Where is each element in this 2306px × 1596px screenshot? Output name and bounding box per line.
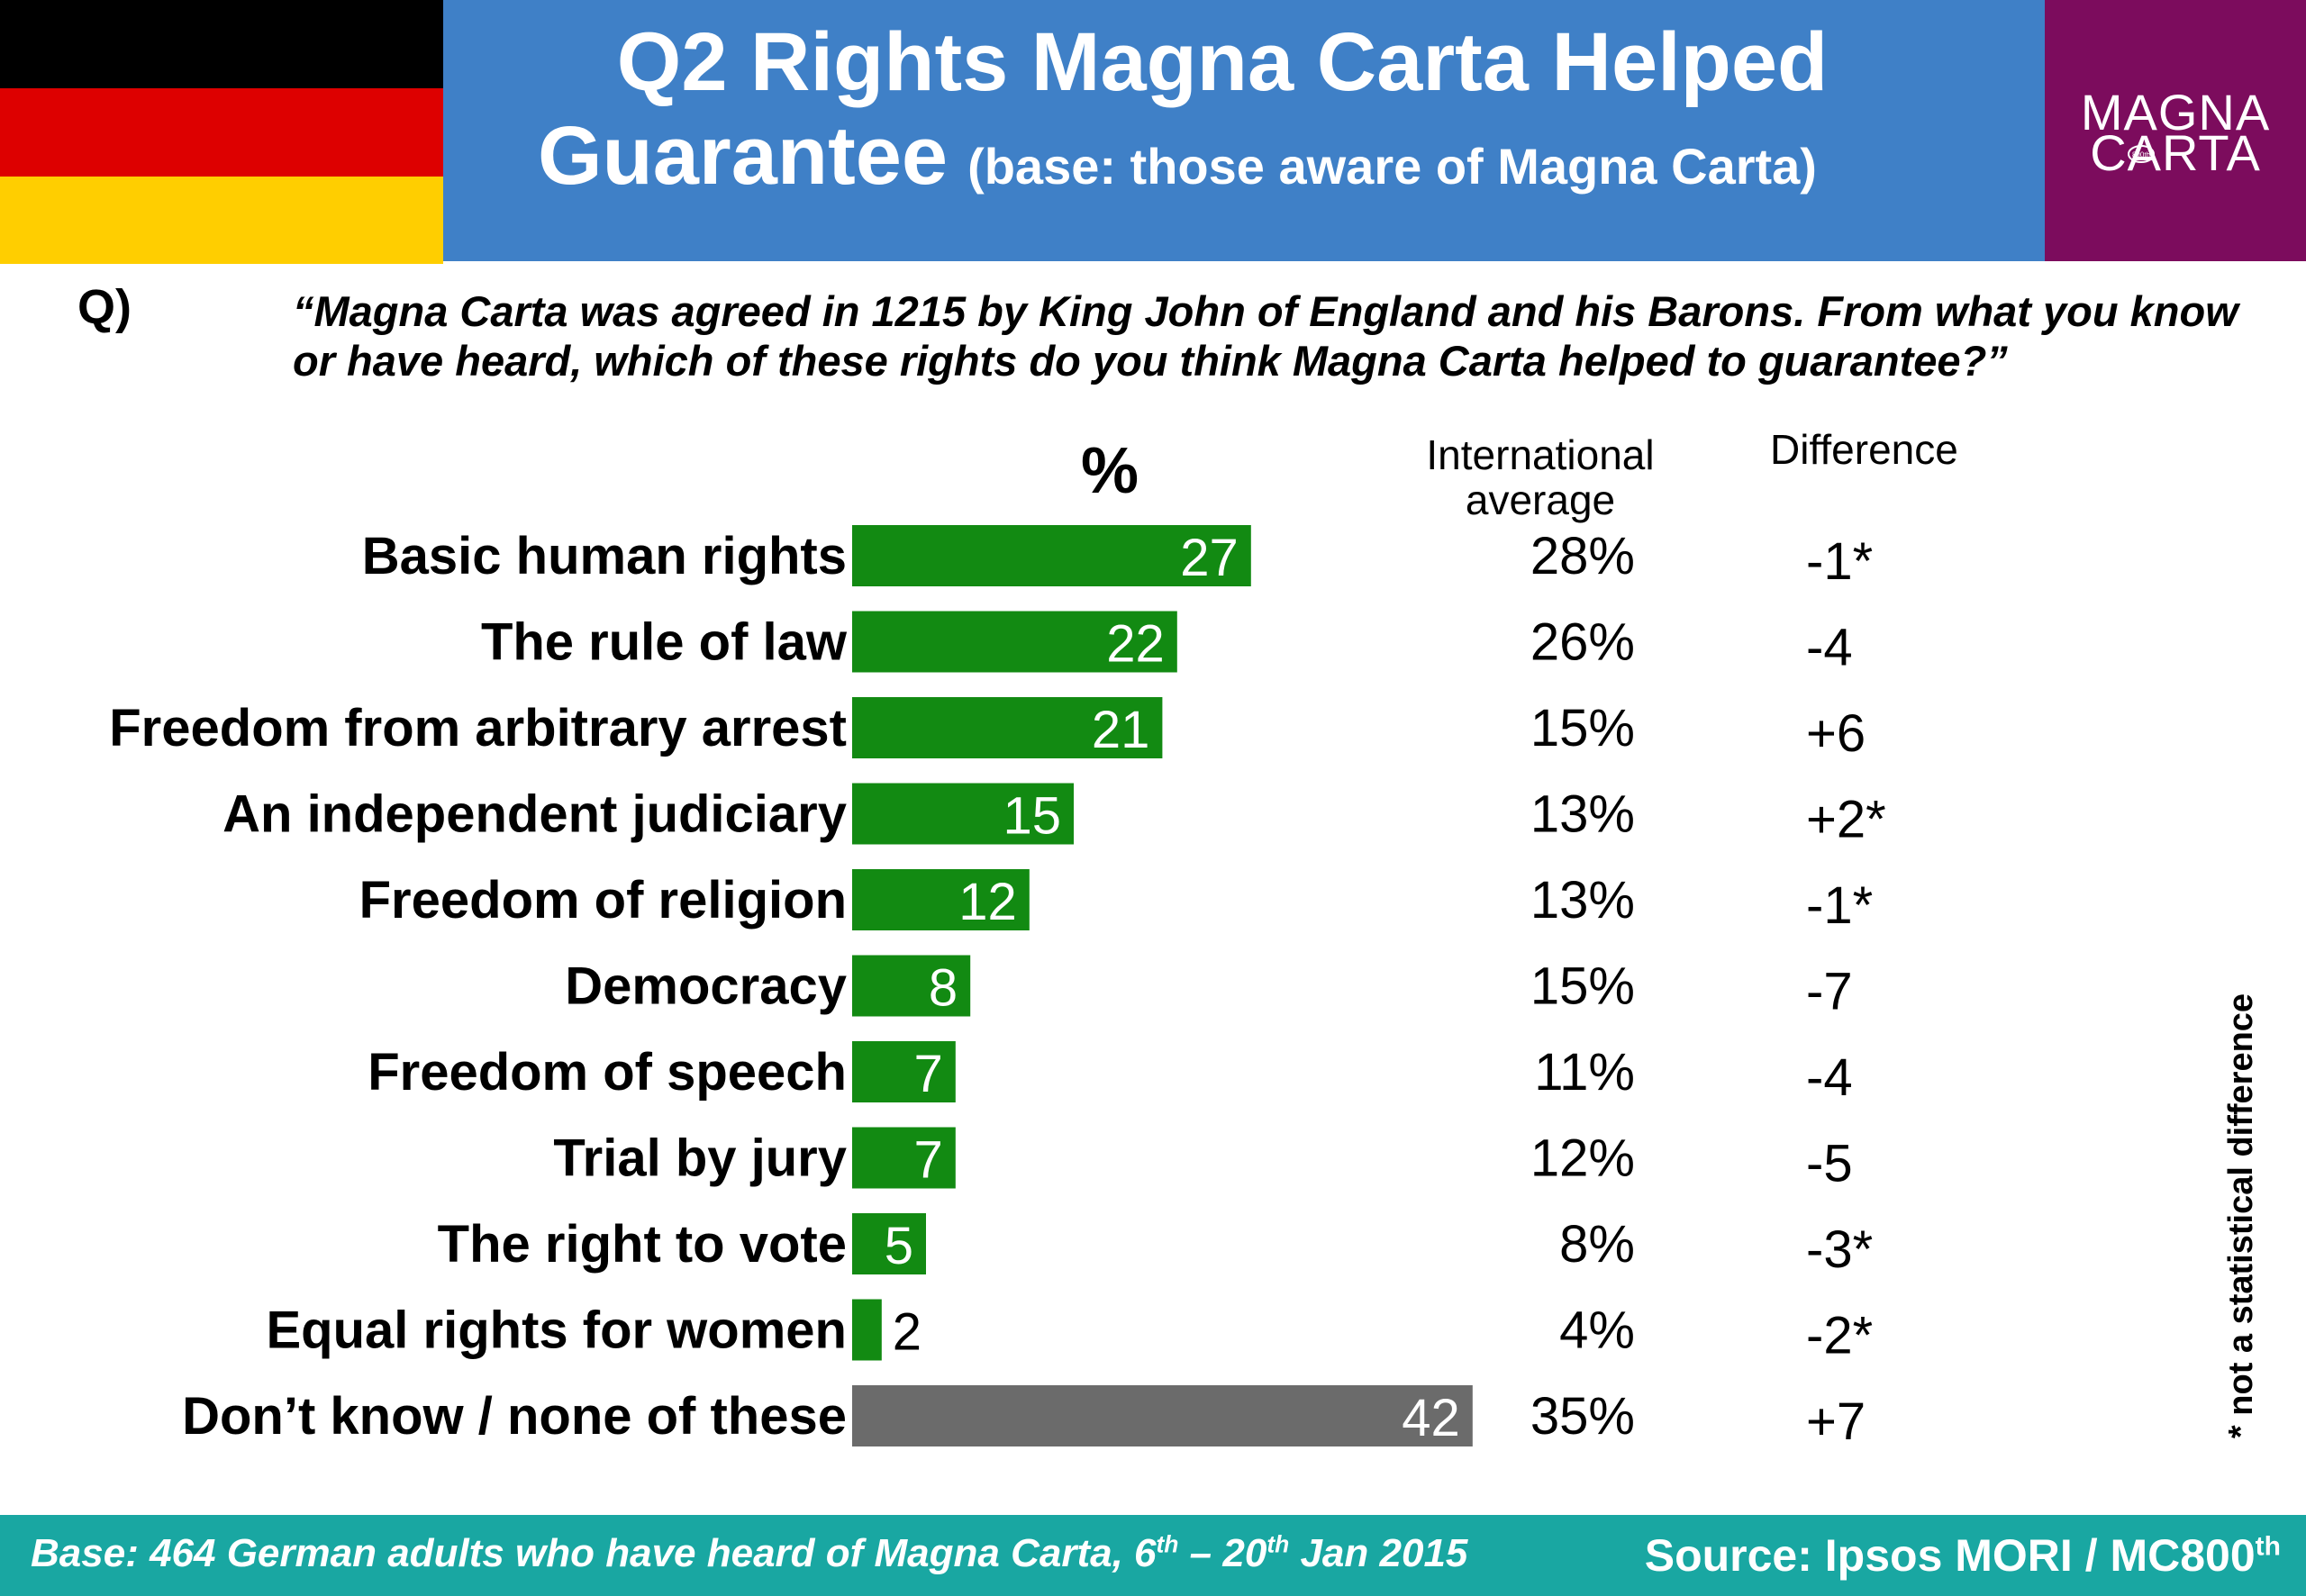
difference-value: -4	[1806, 619, 1853, 677]
difference-value: -3*	[1806, 1220, 1873, 1279]
bar	[852, 1213, 926, 1274]
international-header-line1: International	[1426, 431, 1655, 478]
category-label: Don’t know / none of these	[182, 1387, 847, 1446]
bar	[852, 1385, 1473, 1446]
category-label: Basic human rights	[362, 527, 847, 585]
bar	[852, 1299, 882, 1361]
title-banner: Q2 Rights Magna Carta Helped Guarantee (b…	[443, 0, 2045, 261]
category-label: The right to vote	[438, 1215, 847, 1274]
international-average-value: 8%	[1559, 1215, 1635, 1274]
difference-value: -2*	[1806, 1307, 1873, 1365]
category-label: Democracy	[565, 957, 847, 1016]
rights-bar-chart: Basic human rights 27 28% -1*The rule of la…	[109, 525, 1886, 1451]
international-average-value: 28%	[1530, 527, 1635, 585]
difference-value: +2*	[1806, 791, 1886, 849]
german-flag	[0, 0, 443, 264]
bar	[852, 869, 1030, 930]
bar-value-label: 15	[1003, 787, 1061, 846]
difference-column-header: Difference	[1770, 426, 1958, 473]
logo-word-magna: MAGNA	[2080, 84, 2271, 141]
logo-800-emblem-icon: 800th	[2128, 145, 2155, 163]
question-label: Q)	[77, 280, 132, 334]
bar-value-label: 8	[929, 959, 958, 1018]
category-label: An independent judiciary	[222, 785, 847, 844]
bar-value-label: 2	[893, 1303, 921, 1362]
difference-value: -5	[1806, 1135, 1853, 1193]
bar-value-label: 7	[914, 1045, 943, 1103]
page-title-guarantee: Guarantee	[538, 110, 949, 202]
statistical-note: * not a statistical difference	[2222, 993, 2260, 1439]
category-label: Freedom of speech	[368, 1043, 847, 1102]
flag-stripe-red	[0, 88, 443, 177]
difference-value: +6	[1806, 704, 1866, 763]
footer-source-text: Source: Ipsos MORI / MC800th	[1644, 1530, 2281, 1581]
footer-bar: Base: 464 German adults who have heard o…	[0, 1515, 2306, 1596]
category-label: Freedom of religion	[359, 871, 847, 929]
difference-value: -1*	[1806, 876, 1873, 935]
category-label: Trial by jury	[553, 1129, 847, 1188]
svg-text:800th: 800th	[2132, 151, 2150, 159]
footer-base-text: Base: 464 German adults who have heard o…	[31, 1530, 1468, 1575]
bar	[852, 955, 971, 1017]
bar	[852, 611, 1177, 673]
international-average-value: 4%	[1559, 1301, 1635, 1360]
international-average-value: 11%	[1534, 1043, 1635, 1102]
bar	[852, 1041, 956, 1102]
difference-value: -4	[1806, 1048, 1853, 1107]
international-average-value: 35%	[1530, 1387, 1635, 1446]
category-label: Freedom from arbitrary arrest	[109, 699, 847, 757]
international-header-line2: average	[1465, 476, 1616, 523]
international-average-value: 15%	[1530, 699, 1635, 757]
bar	[852, 525, 1251, 586]
question-text: “Magna Carta was agreed in 1215 by King …	[293, 287, 2238, 385]
bar-value-label: 22	[1106, 615, 1165, 674]
difference-value: +7	[1806, 1392, 1866, 1451]
logo-word-carta: CARTA	[2090, 124, 2261, 181]
difference-value: -1*	[1806, 532, 1873, 591]
bar-value-label: 12	[958, 873, 1017, 931]
bar	[852, 697, 1163, 758]
international-average-value: 12%	[1530, 1129, 1635, 1188]
difference-value: -7	[1806, 963, 1853, 1021]
bar-value-label: 42	[1402, 1389, 1460, 1447]
bar-value-label: 7	[914, 1131, 943, 1190]
bar-value-label: 27	[1180, 529, 1239, 587]
international-average-value: 13%	[1530, 871, 1635, 929]
flag-stripe-black	[0, 0, 443, 88]
bar-value-label: 21	[1092, 701, 1150, 759]
bar-value-label: 5	[885, 1217, 913, 1275]
category-label: The rule of law	[481, 613, 848, 672]
category-label: Equal rights for women	[267, 1301, 848, 1360]
percent-column-header: %	[1081, 435, 1139, 507]
flag-stripe-gold	[0, 177, 443, 264]
international-average-value: 15%	[1530, 957, 1635, 1016]
bar	[852, 783, 1074, 845]
international-average-value: 13%	[1530, 785, 1635, 844]
page-title-line2: Guarantee (base: those aware of Magna Car…	[538, 106, 1817, 230]
bar	[852, 1127, 956, 1189]
page-subtitle: (base: those aware of Magna Carta)	[967, 138, 1817, 195]
magna-carta-logo: MAGNA CARTA 800th	[2045, 0, 2306, 261]
international-average-value: 26%	[1530, 613, 1635, 672]
page-title: Q2 Rights Magna Carta Helped	[616, 16, 1829, 108]
international-average-header: International average	[1405, 420, 1675, 535]
